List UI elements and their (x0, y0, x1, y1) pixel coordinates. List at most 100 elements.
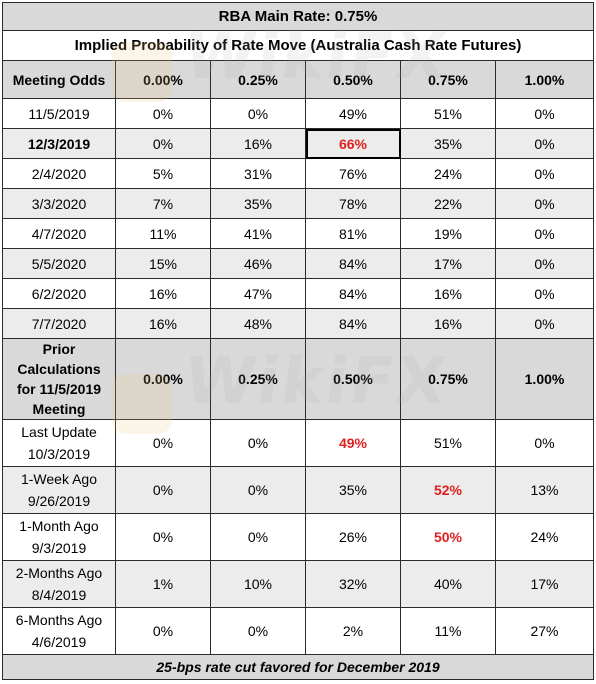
prior-date: 9/26/2019 (27, 493, 91, 509)
prior-label-cell: Last Update 10/3/2019 (2, 419, 116, 467)
meeting-date: 2/4/2020 (2, 158, 116, 189)
meeting-date: 6/2/2020 (2, 278, 116, 309)
table-row: 12/3/2019 0% 16% 66% 35% 0% (2, 128, 594, 159)
header-rate: 0.25% (210, 60, 306, 99)
probability-cell: 31% (210, 158, 306, 189)
meeting-date: 4/7/2020 (2, 218, 116, 249)
probability-cell: 0% (495, 308, 594, 339)
table-row: Last Update 10/3/2019 0% 0% 49% 51% 0% (2, 419, 594, 467)
probability-cell: 0% (115, 607, 211, 655)
probability-cell: 16% (210, 128, 306, 159)
header-rate: 0.75% (400, 338, 496, 420)
probability-cell: 40% (400, 560, 496, 608)
prior-date: 4/6/2019 (31, 634, 87, 650)
prior-label-cell: 1-Month Ago 9/3/2019 (2, 513, 116, 561)
table-row: 6-Months Ago 4/6/2019 0% 0% 2% 11% 27% (2, 607, 594, 655)
probability-cell: 48% (210, 308, 306, 339)
odds-header-row: Meeting Odds 0.00% 0.25% 0.50% 0.75% 1.0… (2, 60, 594, 99)
table-row: 5/5/2020 15% 46% 84% 17% 0% (2, 248, 594, 279)
table-row: 2-Months Ago 8/4/2019 1% 10% 32% 40% 17% (2, 560, 594, 608)
probability-cell: 0% (210, 607, 306, 655)
table-subtitle: Implied Probability of Rate Move (Austra… (2, 30, 594, 61)
probability-cell: 0% (495, 128, 594, 159)
highlighted-probability-cell: 66% (305, 128, 401, 159)
footer-row: 25-bps rate cut favored for December 201… (2, 654, 594, 680)
header-line: Meeting (32, 401, 86, 417)
prior-label-cell: 2-Months Ago 8/4/2019 (2, 560, 116, 608)
prior-label-cell: 6-Months Ago 4/6/2019 (2, 607, 116, 655)
probability-cell: 0% (495, 188, 594, 219)
probability-cell: 26% (305, 513, 401, 561)
header-line: Calculations (17, 361, 101, 377)
table-row: 6/2/2020 16% 47% 84% 16% 0% (2, 278, 594, 309)
probability-cell: 16% (115, 278, 211, 309)
probability-cell: 16% (115, 308, 211, 339)
probability-cell: 0% (115, 98, 211, 129)
probability-cell: 0% (115, 419, 211, 467)
probability-cell: 0% (495, 158, 594, 189)
table-row: 1-Week Ago 9/26/2019 0% 0% 35% 52% 13% (2, 466, 594, 514)
probability-cell: 11% (115, 218, 211, 249)
header-rate: 0.75% (400, 60, 496, 99)
prior-label: 2-Months Ago (15, 565, 103, 581)
prior-label: 1-Week Ago (20, 471, 97, 487)
probability-cell: 0% (495, 278, 594, 309)
header-meeting-odds: Meeting Odds (2, 60, 116, 99)
probability-cell: 16% (400, 308, 496, 339)
probability-cell: 2% (305, 607, 401, 655)
probability-cell: 0% (495, 98, 594, 129)
meeting-date: 12/3/2019 (2, 128, 116, 159)
probability-cell: 24% (495, 513, 594, 561)
probability-cell: 27% (495, 607, 594, 655)
probability-cell: 0% (495, 218, 594, 249)
prior-header-row: Prior Calculations for 11/5/2019 Meeting… (2, 338, 594, 420)
probability-cell: 84% (305, 248, 401, 279)
probability-cell: 84% (305, 278, 401, 309)
probability-cell: 15% (115, 248, 211, 279)
table-title: RBA Main Rate: 0.75% (2, 2, 594, 31)
table-row: 11/5/2019 0% 0% 49% 51% 0% (2, 98, 594, 129)
prior-label: 1-Month Ago (19, 518, 99, 534)
probability-cell: 46% (210, 248, 306, 279)
table-row: 7/7/2020 16% 48% 84% 16% 0% (2, 308, 594, 339)
meeting-date: 3/3/2020 (2, 188, 116, 219)
prior-date: 9/3/2019 (31, 540, 87, 556)
probability-cell: 0% (495, 419, 594, 467)
probability-cell: 0% (115, 128, 211, 159)
table-row: 1-Month Ago 9/3/2019 0% 0% 26% 50% 24% (2, 513, 594, 561)
probability-cell: 19% (400, 218, 496, 249)
footer-note: 25-bps rate cut favored for December 201… (2, 654, 594, 680)
table-row: 4/7/2020 11% 41% 81% 19% 0% (2, 218, 594, 249)
subtitle-row: Implied Probability of Rate Move (Austra… (2, 30, 594, 61)
header-rate: 0.50% (305, 338, 401, 420)
table-row: 3/3/2020 7% 35% 78% 22% 0% (2, 188, 594, 219)
header-rate: 0.50% (305, 60, 401, 99)
probability-cell: 7% (115, 188, 211, 219)
highlighted-probability-cell: 49% (305, 419, 401, 467)
highlighted-probability-cell: 52% (400, 466, 496, 514)
probability-cell: 32% (305, 560, 401, 608)
title-row: RBA Main Rate: 0.75% (2, 2, 594, 31)
header-line: for 11/5/2019 (16, 381, 102, 397)
probability-cell: 0% (210, 466, 306, 514)
header-line: Prior (42, 341, 76, 357)
probability-cell: 49% (305, 98, 401, 129)
probability-cell: 17% (400, 248, 496, 279)
probability-cell: 24% (400, 158, 496, 189)
header-rate: 1.00% (495, 60, 594, 99)
probability-cell: 13% (495, 466, 594, 514)
probability-cell: 35% (305, 466, 401, 514)
probability-cell: 5% (115, 158, 211, 189)
header-rate: 0.25% (210, 338, 306, 420)
probability-cell: 35% (400, 128, 496, 159)
probability-cell: 22% (400, 188, 496, 219)
probability-cell: 35% (210, 188, 306, 219)
probability-cell: 47% (210, 278, 306, 309)
probability-cell: 0% (210, 419, 306, 467)
meeting-date: 5/5/2020 (2, 248, 116, 279)
probability-cell: 84% (305, 308, 401, 339)
prior-date: 8/4/2019 (31, 587, 87, 603)
highlighted-probability-cell: 50% (400, 513, 496, 561)
probability-cell: 76% (305, 158, 401, 189)
prior-label-cell: 1-Week Ago 9/26/2019 (2, 466, 116, 514)
